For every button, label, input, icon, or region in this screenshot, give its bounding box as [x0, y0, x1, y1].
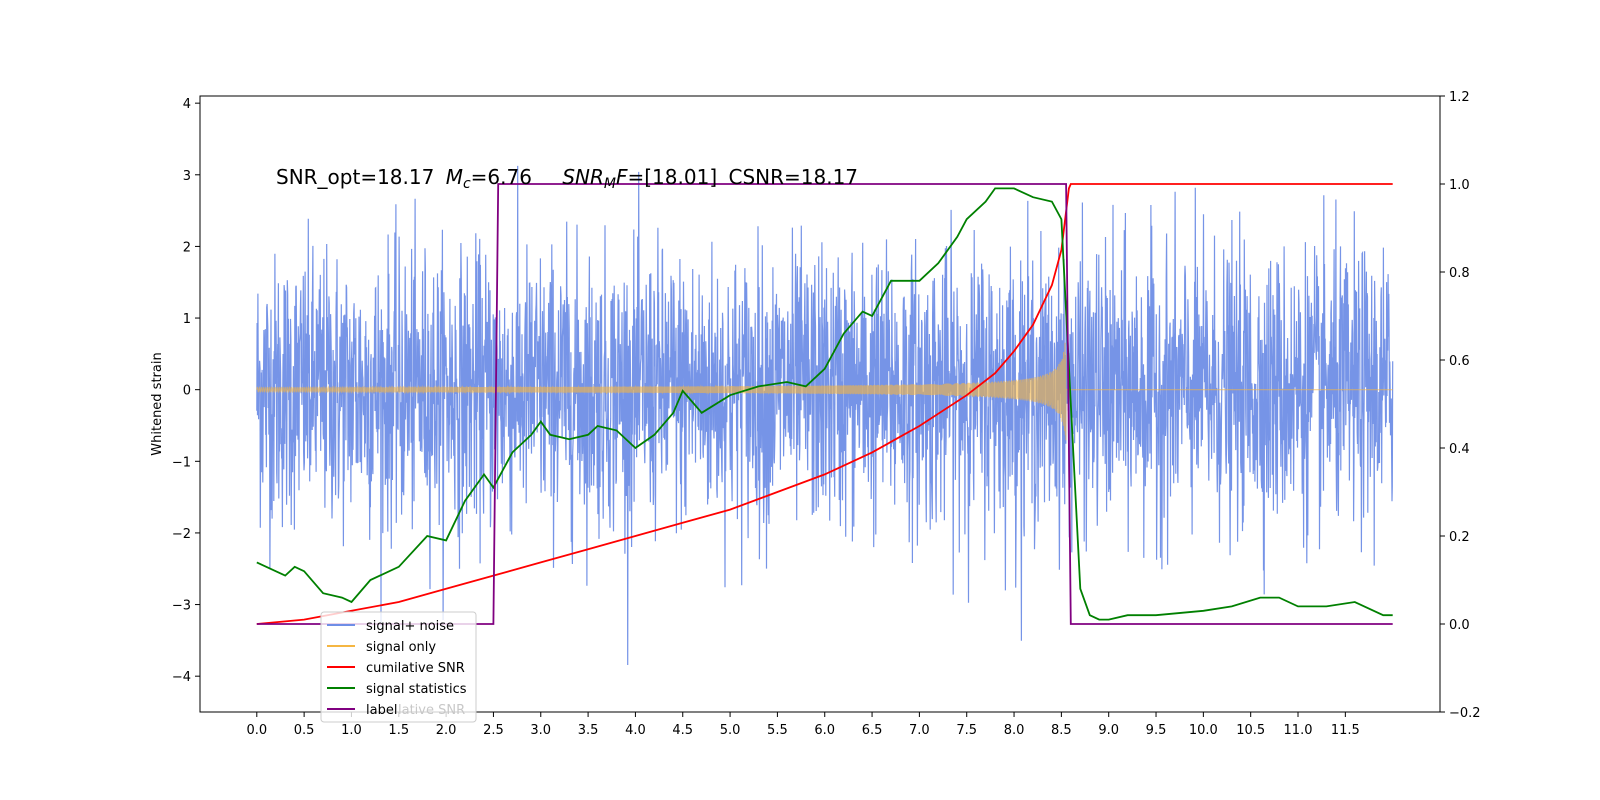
y-tick-label-left: 4	[183, 97, 191, 112]
y-tick-label-right: 0.4	[1449, 442, 1470, 457]
legend-label-signal-statistics: signal statistics	[366, 682, 467, 697]
x-tick-label: 0.0	[246, 723, 267, 738]
legend-label-signal-only: signal only	[366, 640, 436, 655]
x-tick-label: 1.0	[341, 723, 362, 738]
x-tick-label: 8.5	[1051, 723, 1072, 738]
y-tick-label-left: 2	[183, 240, 191, 255]
y-tick-label-left: 1	[183, 312, 191, 327]
plot-area	[256, 165, 1394, 666]
y-tick-label-left: −1	[172, 455, 191, 470]
x-tick-label: 11.5	[1331, 723, 1360, 738]
mf-symbol: SNR	[562, 165, 604, 189]
x-tick-label: 10.5	[1236, 723, 1265, 738]
y-tick-label-right: 0.0	[1449, 618, 1470, 633]
series-cumulative-snr	[256, 183, 1393, 625]
x-tick-label: 9.0	[1098, 723, 1119, 738]
legend-ghost-text: lative SNR	[398, 703, 465, 718]
y-tick-label-right: −0.2	[1449, 706, 1481, 721]
x-tick-label: 11.0	[1284, 723, 1313, 738]
mf-value: =[18.01]	[628, 165, 718, 189]
legend-label-cumulative-snr: cumilative SNR	[366, 661, 465, 676]
mf-f: F	[616, 165, 628, 189]
x-tick-label: 5.0	[720, 723, 741, 738]
mf-subscript: M	[604, 176, 616, 192]
x-tick-label: 7.0	[909, 723, 930, 738]
y-tick-label-left: −2	[172, 527, 191, 542]
mc-symbol: M	[446, 165, 463, 189]
x-tick-label: 4.0	[625, 723, 646, 738]
x-tick-label: 6.0	[814, 723, 835, 738]
legend-box	[320, 611, 477, 723]
x-tick-label: 2.5	[483, 723, 504, 738]
legend-label-label: label	[366, 703, 397, 718]
y-tick-label-right: 0.8	[1449, 266, 1470, 281]
x-tick-label: 8.0	[1004, 723, 1025, 738]
x-tick-label: 10.0	[1189, 723, 1218, 738]
y-tick-label-left: −4	[172, 670, 191, 685]
mc-subscript: c	[463, 176, 471, 192]
x-tick-label: 3.5	[578, 723, 599, 738]
y-tick-label-right: 0.2	[1449, 530, 1470, 545]
series-signal-statistics	[256, 187, 1393, 621]
mc-value: =6.76	[471, 165, 532, 189]
x-tick-label: 5.5	[767, 723, 788, 738]
y-tick-label-left: 0	[183, 384, 191, 399]
x-tick-label: 3.0	[530, 723, 551, 738]
x-tick-label: 9.5	[1146, 723, 1167, 738]
x-tick-label: 6.5	[862, 723, 883, 738]
y-tick-label-right: 1.2	[1449, 90, 1470, 105]
snr-opt-text: SNR_opt=18.17	[276, 165, 434, 189]
legend-label-signal-noise: signal+ noise	[366, 619, 454, 634]
x-tick-label: 2.0	[436, 723, 457, 738]
legend: lative SNR signal+ noise signal only cum…	[320, 611, 477, 723]
y-tick-label-right: 1.0	[1449, 178, 1470, 193]
x-tick-label: 1.5	[388, 723, 409, 738]
y-tick-label-right: 0.6	[1449, 354, 1470, 369]
x-tick-label: 7.5	[956, 723, 977, 738]
series-signal-only	[256, 342, 1393, 441]
y-tick-label-left: 3	[183, 169, 191, 184]
y-axis-label: Whitened strain	[150, 352, 165, 455]
snr-annotation: SNR_opt=18.17 Mc=6.76 SNRMF=[18.01] CSNR…	[276, 165, 858, 192]
axes-frame	[199, 95, 1441, 713]
x-tick-label: 0.5	[294, 723, 315, 738]
tick-layer: 0.0 0.5 1.0 1.5 2.0 2.5 3.0 3.5 4.0 4.5 5.0 5.5 6.0 6…	[172, 90, 1481, 738]
y-tick-label-left: −3	[172, 599, 191, 614]
series-signal-noise	[256, 165, 1394, 666]
csnr-text: CSNR=18.17	[728, 165, 858, 189]
x-tick-label: 4.5	[672, 723, 693, 738]
